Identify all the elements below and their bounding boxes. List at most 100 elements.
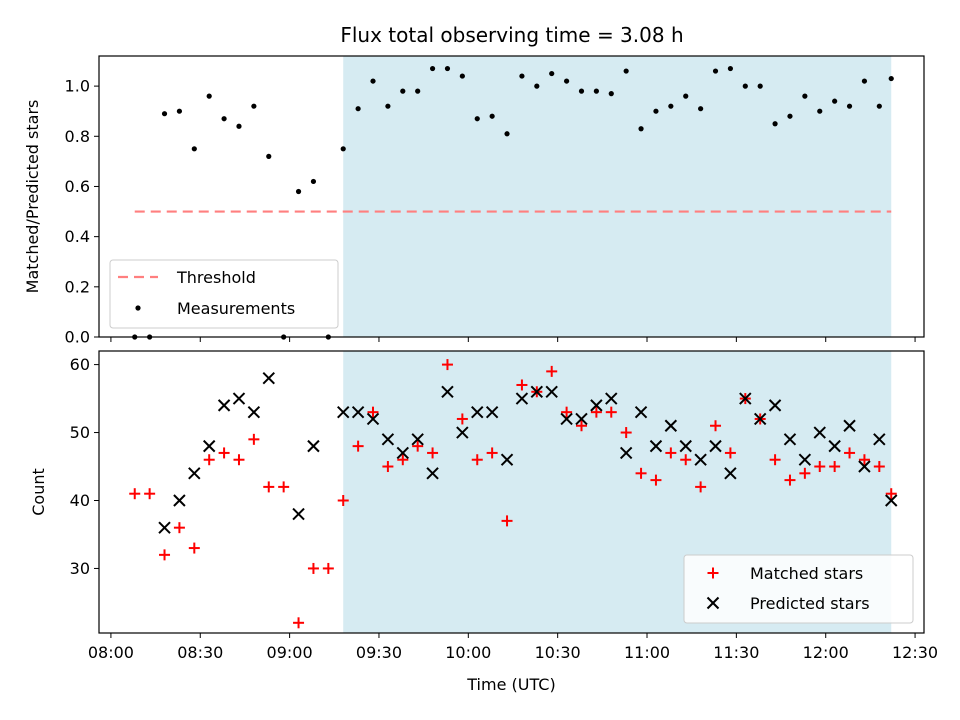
matched-star-point	[159, 549, 171, 561]
predicted-star-point	[426, 467, 439, 480]
x-tick-label: 09:00	[267, 643, 313, 662]
matched-star-point	[799, 467, 811, 479]
measurement-point	[429, 65, 436, 72]
legend-predicted-label: Predicted stars	[750, 594, 870, 613]
predicted-star-point	[351, 405, 365, 419]
matched-star-point	[144, 488, 156, 500]
measurement-point	[683, 93, 689, 99]
measurement-point	[757, 83, 763, 89]
x-stroke	[485, 405, 499, 419]
measurement-point	[161, 111, 168, 117]
predicted-star-point	[292, 507, 305, 521]
matched-star-point	[710, 420, 722, 432]
x-stroke	[381, 433, 395, 446]
legend-threshold-label: Threshold	[176, 268, 256, 287]
predicted-star-point	[307, 439, 320, 453]
observing-interval-shade-top	[343, 56, 892, 337]
x-stroke	[885, 494, 898, 507]
x-stroke	[605, 392, 618, 405]
measurement-point	[638, 126, 644, 132]
x-stroke	[456, 426, 469, 439]
predicted-star-point	[739, 392, 752, 405]
x-stroke	[247, 405, 261, 419]
predicted-star-point	[545, 385, 558, 398]
measurement-point	[817, 108, 823, 114]
matched-star-point	[858, 454, 870, 466]
matched-star-point	[814, 461, 826, 473]
legend-plus-marker	[707, 567, 719, 579]
ratio-y-tick-label: 0.4	[65, 227, 90, 246]
matched-star-point	[173, 522, 185, 534]
measurement-point	[385, 103, 391, 109]
predicted-star-point	[337, 405, 350, 419]
matched-star-point	[501, 515, 513, 527]
predicted-star-points	[158, 371, 898, 534]
measurement-point	[846, 103, 853, 109]
x-stroke	[232, 392, 246, 405]
predicted-star-point	[560, 412, 573, 426]
matched-star-point	[885, 488, 897, 500]
chart-title: Flux total observing time = 3.08 h	[340, 23, 683, 47]
predicted-star-point	[590, 399, 603, 412]
x-tick-label: 08:00	[88, 643, 134, 662]
predicted-star-point	[843, 419, 856, 432]
x-stroke	[590, 399, 603, 412]
predicted-star-point	[158, 521, 171, 534]
matched-star-point	[471, 454, 483, 466]
legend-x-marker	[706, 596, 720, 610]
predicted-star-point	[485, 405, 499, 419]
measurement-point	[400, 88, 406, 94]
count-y-tick-label: 40	[70, 491, 90, 510]
x-stroke	[426, 467, 439, 480]
legend-predicted-swatch	[706, 596, 720, 610]
x-stroke	[664, 419, 678, 432]
count-legend-box	[683, 554, 914, 624]
matched-star-point	[873, 461, 885, 473]
matched-star-point	[546, 365, 558, 377]
x-stroke	[411, 433, 424, 446]
x-stroke	[649, 439, 663, 453]
x-tick-label: 12:00	[803, 643, 849, 662]
measurement-point	[563, 78, 570, 84]
x-stroke	[292, 507, 305, 521]
x-tick-label: 11:00	[624, 643, 670, 662]
count-y-tick-label: 60	[70, 355, 90, 374]
count-legend: Matched stars Predicted stars	[683, 554, 914, 624]
measurement-point	[534, 83, 540, 89]
x-stroke	[337, 405, 350, 419]
predicted-star-point	[768, 399, 782, 412]
measurement-point	[802, 93, 808, 99]
ratio-y-tick-label: 0.8	[65, 127, 90, 146]
ratio-y-axis-label: Matched/Predicted stars	[23, 100, 42, 294]
panel-ratio: 0.0 0.2 0.4 0.6 0.8 1.0 Matched/Predicted sta…	[23, 55, 925, 347]
measurement-point	[459, 73, 465, 79]
count-y-axis-label: Count	[29, 468, 48, 516]
x-stroke	[739, 392, 752, 405]
matched-star-point	[650, 474, 662, 486]
x-stroke	[217, 399, 231, 412]
matched-star-point	[218, 447, 230, 459]
predicted-star-point	[441, 385, 454, 398]
x-stroke	[768, 399, 782, 412]
x-stroke	[783, 433, 797, 446]
predicted-star-point	[411, 433, 424, 446]
predicted-star-point	[188, 467, 201, 480]
predicted-star-point	[396, 446, 409, 460]
matched-star-point	[575, 420, 587, 432]
predicted-star-point	[456, 426, 469, 439]
measurement-point	[668, 103, 674, 109]
count-axes-frame	[98, 350, 925, 634]
matched-star-point	[412, 440, 424, 452]
matched-star-points	[129, 359, 897, 629]
x-stroke	[202, 439, 216, 453]
predicted-star-point	[783, 433, 797, 446]
predicted-star-point	[217, 399, 231, 412]
measurement-point	[176, 108, 183, 114]
measurement-point	[474, 116, 480, 122]
matched-star-point	[203, 454, 215, 466]
matched-star-point	[188, 542, 200, 554]
x-stroke	[798, 453, 812, 466]
measurement-point	[266, 153, 272, 159]
matched-star-point	[620, 427, 632, 439]
measurement-point	[310, 178, 317, 185]
